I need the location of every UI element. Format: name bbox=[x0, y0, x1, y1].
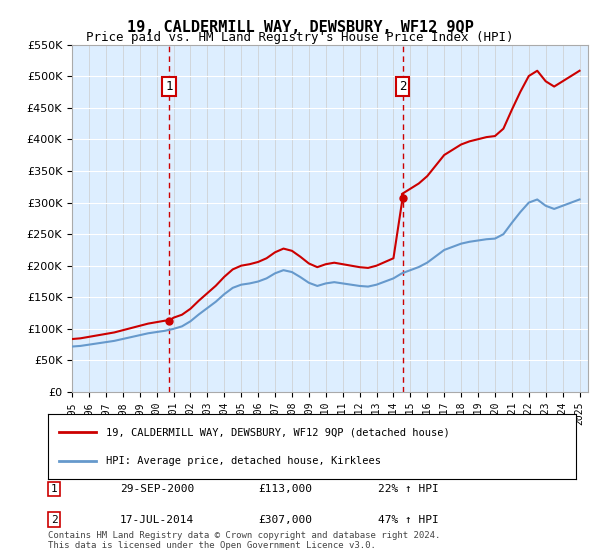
Text: 2: 2 bbox=[50, 515, 58, 525]
Text: 19, CALDERMILL WAY, DEWSBURY, WF12 9QP: 19, CALDERMILL WAY, DEWSBURY, WF12 9QP bbox=[127, 20, 473, 35]
Text: 47% ↑ HPI: 47% ↑ HPI bbox=[378, 515, 439, 525]
Text: 1: 1 bbox=[50, 484, 58, 494]
Text: 29-SEP-2000: 29-SEP-2000 bbox=[120, 484, 194, 494]
Text: 19, CALDERMILL WAY, DEWSBURY, WF12 9QP (detached house): 19, CALDERMILL WAY, DEWSBURY, WF12 9QP (… bbox=[106, 427, 450, 437]
Text: £113,000: £113,000 bbox=[258, 484, 312, 494]
Text: 2: 2 bbox=[399, 80, 406, 93]
Text: HPI: Average price, detached house, Kirklees: HPI: Average price, detached house, Kirk… bbox=[106, 456, 381, 466]
Text: Contains HM Land Registry data © Crown copyright and database right 2024.
This d: Contains HM Land Registry data © Crown c… bbox=[48, 530, 440, 550]
Text: £307,000: £307,000 bbox=[258, 515, 312, 525]
Text: 1: 1 bbox=[166, 80, 173, 93]
Text: 17-JUL-2014: 17-JUL-2014 bbox=[120, 515, 194, 525]
Text: 22% ↑ HPI: 22% ↑ HPI bbox=[378, 484, 439, 494]
Text: Price paid vs. HM Land Registry's House Price Index (HPI): Price paid vs. HM Land Registry's House … bbox=[86, 31, 514, 44]
